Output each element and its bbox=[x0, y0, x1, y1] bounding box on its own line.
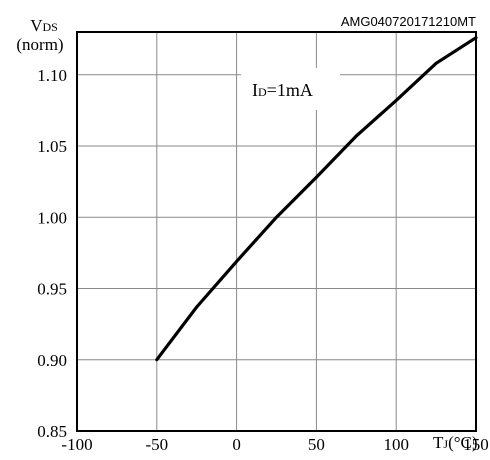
y-tick-label: 0.90 bbox=[37, 351, 67, 370]
series-line bbox=[155, 36, 478, 362]
y-tick-label: 1.05 bbox=[37, 137, 67, 156]
y-tick-labels: 0.85 0.90 0.95 1.00 1.05 1.10 bbox=[37, 66, 67, 441]
y-tick-label: 0.95 bbox=[37, 280, 67, 299]
annotation-box bbox=[241, 68, 340, 110]
y-axis-label: VDS bbox=[30, 16, 58, 35]
x-tick-label: 50 bbox=[308, 435, 325, 454]
document-code: AMG040720171210MT bbox=[341, 14, 476, 29]
x-tick-label: 0 bbox=[232, 435, 241, 454]
x-tick-label: 100 bbox=[383, 435, 409, 454]
y-tick-label: 1.00 bbox=[37, 208, 67, 227]
y-axis-unit: (norm) bbox=[16, 35, 63, 54]
annotation-label: ID=1mA bbox=[252, 80, 313, 100]
x-tick-label: 150 bbox=[463, 435, 489, 454]
plot-frame bbox=[76, 31, 477, 432]
x-tick-label: -50 bbox=[145, 435, 168, 454]
x-tick-label: -100 bbox=[61, 435, 92, 454]
x-tick-labels: -100 -50 0 50 100 150 bbox=[61, 435, 488, 454]
y-tick-label: 0.85 bbox=[37, 422, 67, 441]
y-tick-label: 1.10 bbox=[37, 66, 67, 85]
x-axis-label: TJ(°C) bbox=[433, 433, 478, 452]
